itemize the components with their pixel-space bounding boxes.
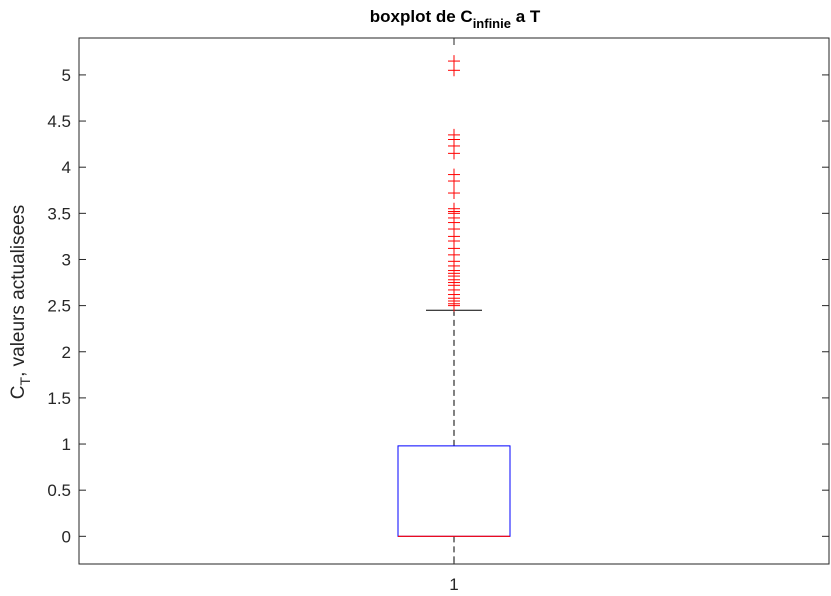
y-axis-label-main: C [8,385,29,399]
chart-title: boxplot de Cinfinie a T [370,7,541,31]
y-axis-label-suffix: , valeurs actualisees [8,205,29,377]
y-tick-label: 5 [62,66,71,85]
y-tick-label: 3 [62,250,71,269]
box-iqr [397,445,511,537]
y-tick-label: 3.5 [47,204,71,223]
outlier-marker [448,168,460,181]
y-tick-label: 2 [62,343,71,362]
y-axis-label: CT, valeurs actualisees [8,205,33,399]
chart-title-suffix: a T [511,7,541,26]
x-tick-label: 1 [449,575,458,594]
outlier-marker [448,202,460,215]
outlier-marker [448,187,460,200]
plot-area: 0 0.5 1 1.5 2 2.5 3 3.5 4 4.5 5 1 [47,38,829,594]
chart-title-subscript: infinie [473,16,511,31]
y-tick-label: 4.5 [47,112,71,131]
outlier-marker [448,128,460,141]
y-tick-label: 0 [62,527,71,546]
y-tick-label: 1 [62,435,71,454]
y-axis-label-subscript: T [17,376,33,385]
axes-frame [78,37,830,565]
y-tick-label: 1.5 [47,389,71,408]
outlier-marker [448,55,460,68]
chart-title-main: boxplot de C [370,7,473,26]
y-tick-label: 4 [62,158,71,177]
y-tick-label: 0.5 [47,481,71,500]
y-tick-label: 2.5 [47,297,71,316]
